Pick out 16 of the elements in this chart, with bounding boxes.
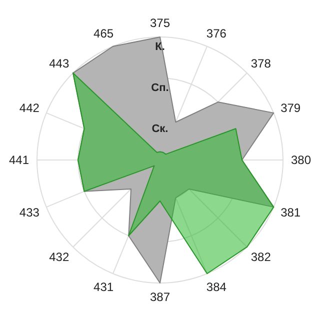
spoke-label: 465 <box>94 26 114 41</box>
spoke-label: 376 <box>206 26 227 41</box>
spoke-label: 433 <box>19 206 40 220</box>
spoke-label: 443 <box>49 56 70 70</box>
y-tick-label: К. <box>155 41 165 53</box>
spoke-label: 379 <box>280 100 301 115</box>
spoke-label: 380 <box>291 153 312 168</box>
spoke-label: 387 <box>150 290 170 304</box>
spoke-label: 384 <box>206 280 227 294</box>
spoke-label: 431 <box>94 280 114 294</box>
spoke-label: 442 <box>19 100 40 115</box>
spoke-label: 441 <box>8 153 30 168</box>
spoke-label: 432 <box>49 250 70 264</box>
spoke-label: 375 <box>150 16 170 30</box>
spoke-label: 381 <box>280 206 301 220</box>
spoke-label: 378 <box>250 56 272 70</box>
